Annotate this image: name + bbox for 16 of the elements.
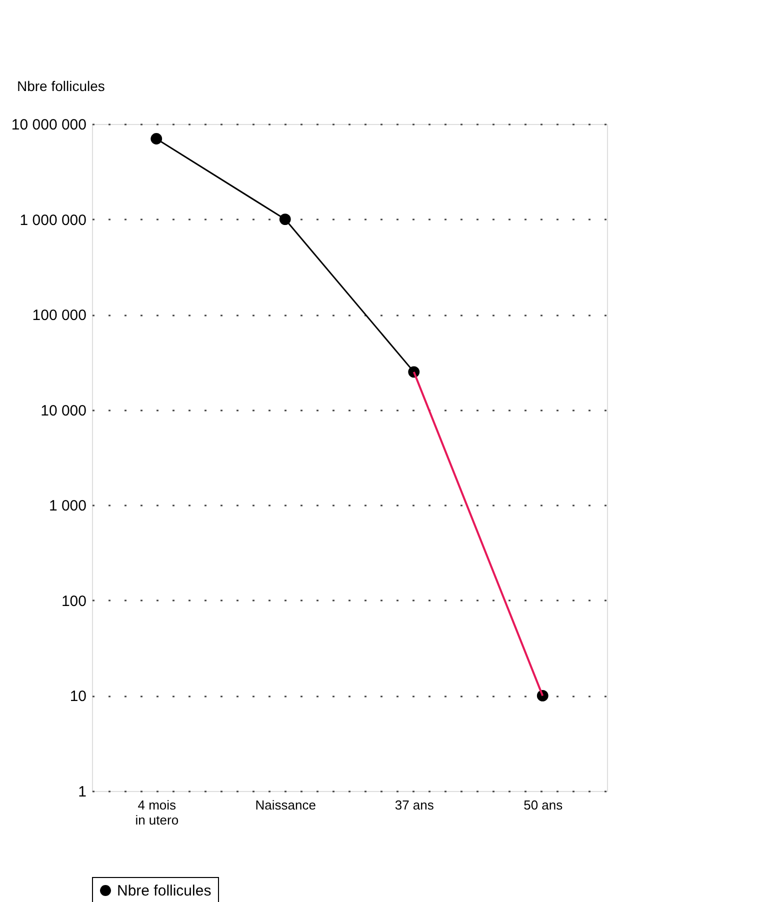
y-tick-label: 100 <box>61 592 86 610</box>
legend-label: Nbre follicules <box>117 882 212 900</box>
x-tick-label: Naissance <box>255 798 316 812</box>
x-tick-label: 37 ans <box>394 798 434 812</box>
y-tick-label: 10 <box>70 688 86 706</box>
y-tick-label: 1 000 000 <box>20 212 86 229</box>
point <box>150 133 162 144</box>
y-axis-title: Nbre follicules <box>17 78 105 94</box>
point <box>279 214 291 225</box>
x-tick-label: 4 mois in utero <box>135 798 179 828</box>
y-tick-label: 10 000 000 <box>11 116 86 134</box>
y-tick-label: 1 <box>78 784 86 800</box>
x-tick-label: 50 ans <box>524 798 564 812</box>
y-tick-label: 100 000 <box>32 307 86 324</box>
y-tick-label: 10 000 <box>40 402 86 420</box>
y-tick-label: 1 000 <box>48 498 86 515</box>
